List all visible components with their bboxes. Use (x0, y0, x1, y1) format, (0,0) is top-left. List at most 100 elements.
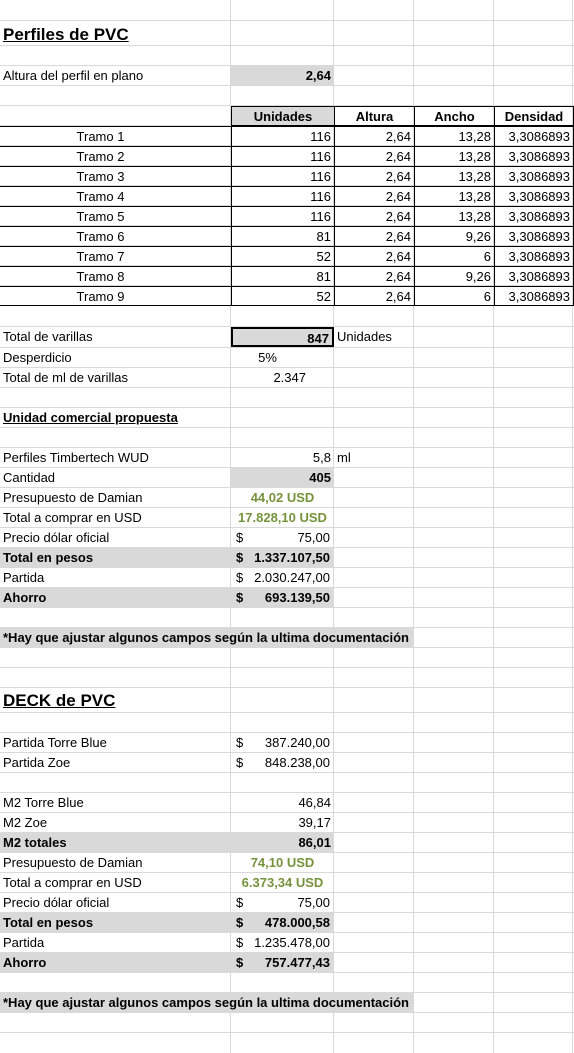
ancho-cell[interactable]: 13,28 (414, 166, 494, 186)
altura-cell[interactable]: 2,64 (334, 246, 414, 266)
densidad-cell[interactable]: 3,3086893 (494, 146, 574, 166)
altura-cell[interactable]: 2,64 (334, 226, 414, 246)
gridline (0, 587, 574, 588)
altura-cell[interactable]: 2,64 (334, 266, 414, 286)
altura-cell[interactable]: 2,64 (334, 126, 414, 146)
cantidad-value[interactable]: 405 (231, 468, 334, 488)
tramo-label[interactable]: Tramo 3 (0, 166, 231, 186)
ancho-cell[interactable]: 13,28 (414, 146, 494, 166)
densidad-cell[interactable]: 3,3086893 (494, 206, 574, 226)
densidad-cell[interactable]: 3,3086893 (494, 266, 574, 286)
pesos-cell[interactable]: $ 1.337.107,50 (231, 548, 334, 568)
unidades-cell[interactable]: 116 (231, 206, 334, 226)
tramo-label[interactable]: Tramo 7 (0, 246, 231, 266)
row-desperdicio: Desperdicio 5% (0, 348, 574, 368)
densidad-cell[interactable]: 3,3086893 (494, 286, 574, 306)
currency-symbol: $ (236, 755, 244, 770)
ancho-cell[interactable]: 9,26 (414, 226, 494, 246)
presupuesto-value[interactable]: 44,02 USD (250, 490, 315, 505)
gridline (0, 912, 574, 913)
densidad-cell[interactable]: 3,3086893 (494, 226, 574, 246)
unidades-cell[interactable]: 116 (231, 166, 334, 186)
ahorro-cell[interactable]: $ 693.139,50 (231, 588, 334, 608)
gridline (0, 812, 574, 813)
ancho-cell[interactable]: 13,28 (414, 126, 494, 146)
currency-symbol: $ (236, 590, 244, 605)
tramo-label[interactable]: Tramo 4 (0, 186, 231, 206)
ancho-cell[interactable]: 13,28 (414, 206, 494, 226)
tramo-label[interactable]: Tramo 1 (0, 126, 231, 146)
partida-zoe-value: 848.238,00 (264, 755, 330, 770)
unidades-cell[interactable]: 116 (231, 126, 334, 146)
total-usd-value[interactable]: 17.828,10 USD (238, 510, 327, 525)
total-varillas-label: Total de varillas (3, 329, 93, 344)
unidades-cell[interactable]: 81 (231, 226, 334, 246)
row-dolar-2: Precio dólar oficial $ 75,00 (0, 893, 574, 913)
presupuesto-value[interactable]: 74,10 USD (250, 855, 315, 870)
dolar-cell[interactable]: $ 75,00 (231, 528, 334, 548)
ancho-cell[interactable]: 6 (414, 246, 494, 266)
altura-value-cell[interactable]: 2,64 (231, 66, 334, 86)
gridline (0, 205, 574, 206)
ancho-cell[interactable]: 6 (414, 286, 494, 306)
row-total-usd: Total a comprar en USD 17.828,10 USD (0, 508, 574, 528)
partida-torre-label: Partida Torre Blue (3, 735, 107, 750)
altura-cell[interactable]: 2,64 (334, 146, 414, 166)
dolar-label: Precio dólar oficial (3, 530, 110, 545)
m2-torre-label: M2 Torre Blue (3, 795, 84, 810)
m2-totales-value[interactable]: 86,01 (298, 835, 331, 850)
tramo-label[interactable]: Tramo 8 (0, 266, 231, 286)
row-total-usd-2: Total a comprar en USD 6.373,34 USD (0, 873, 574, 893)
header-unidades[interactable]: Unidades (231, 106, 334, 126)
pesos-cell[interactable]: $ 478.000,58 (231, 913, 334, 933)
tramo-label[interactable]: Tramo 9 (0, 286, 231, 306)
perfiles-label: Perfiles Timbertech WUD (3, 450, 149, 465)
presupuesto-label: Presupuesto de Damian (3, 855, 143, 870)
row-cantidad: Cantidad 405 (0, 468, 574, 488)
gridline (0, 1032, 574, 1033)
unidades-cell[interactable]: 116 (231, 146, 334, 166)
unidades-cell[interactable]: 116 (231, 186, 334, 206)
altura-cell[interactable]: 2,64 (334, 286, 414, 306)
tramo-label[interactable]: Tramo 2 (0, 146, 231, 166)
desperdicio-value[interactable]: 5% (258, 350, 277, 365)
perfiles-value[interactable]: 5,8 (312, 450, 331, 465)
densidad-cell[interactable]: 3,3086893 (494, 166, 574, 186)
altura-cell[interactable]: 2,64 (334, 166, 414, 186)
ancho-cell[interactable]: 9,26 (414, 266, 494, 286)
header-densidad[interactable]: Densidad (494, 106, 574, 126)
total-usd-value[interactable]: 6.373,34 USD (241, 875, 324, 890)
unidades-cell[interactable]: 81 (231, 266, 334, 286)
partida-torre-cell[interactable]: $ 387.240,00 (231, 733, 334, 753)
unidades-cell[interactable]: 52 (231, 286, 334, 306)
currency-symbol: $ (236, 915, 244, 930)
header-altura[interactable]: Altura (334, 106, 414, 126)
partida-cell[interactable]: $ 2.030.247,00 (231, 568, 334, 588)
ahorro-cell[interactable]: $ 757.477,43 (231, 953, 334, 973)
dolar-cell[interactable]: $ 75,00 (231, 893, 334, 913)
m2-zoe-value[interactable]: 39,17 (298, 815, 331, 830)
tramo-label[interactable]: Tramo 6 (0, 226, 231, 246)
ancho-cell[interactable]: 13,28 (414, 186, 494, 206)
total-ml-value[interactable]: 2.347 (273, 370, 306, 385)
densidad-cell[interactable]: 3,3086893 (494, 126, 574, 146)
header-ancho[interactable]: Ancho (414, 106, 494, 126)
partida-zoe-cell[interactable]: $ 848.238,00 (231, 753, 334, 773)
densidad-cell[interactable]: 3,3086893 (494, 246, 574, 266)
unidades-cell[interactable]: 52 (231, 246, 334, 266)
partida-cell[interactable]: $ 1.235.478,00 (231, 933, 334, 953)
altura-cell[interactable]: 2,64 (334, 206, 414, 226)
total-varillas-value[interactable]: 847 (231, 327, 334, 347)
row-partida: Partida $ 2.030.247,00 (0, 568, 574, 588)
tramo-label[interactable]: Tramo 5 (0, 206, 231, 226)
densidad-cell[interactable]: 3,3086893 (494, 186, 574, 206)
gridline (0, 752, 574, 753)
m2-torre-value[interactable]: 46,84 (298, 795, 331, 810)
gridline (0, 427, 574, 428)
note-text: *Hay que ajustar algunos campos según la… (3, 995, 409, 1010)
gridline (0, 245, 574, 246)
partida-label: Partida (3, 935, 45, 950)
altura-cell[interactable]: 2,64 (334, 186, 414, 206)
gridline (0, 326, 574, 327)
